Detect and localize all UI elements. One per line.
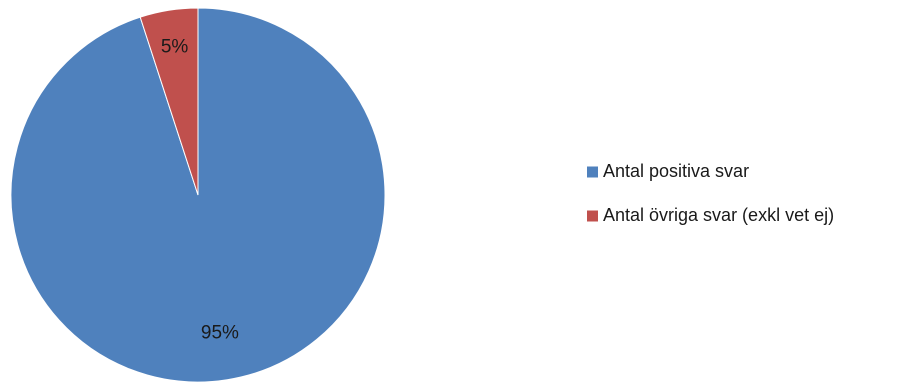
data-label-2: 5%: [161, 36, 189, 57]
pie-slices: [10, 7, 386, 382]
legend-label-2: Antal övriga svar (exkl vet ej): [603, 205, 834, 225]
pie-slice-2: [139, 7, 199, 196]
chart-legend: Antal positiva svar Antal övriga svar (ex…: [587, 161, 834, 225]
data-label-1: 95%: [201, 323, 239, 344]
legend-item-1: Antal positiva svar: [587, 161, 749, 181]
pie-data-labels: 95% 5%: [161, 36, 239, 343]
legend-label-1: Antal positiva svar: [603, 161, 749, 181]
legend-swatch-1: [587, 166, 598, 178]
legend-item-2: Antal övriga svar (exkl vet ej): [587, 205, 834, 225]
legend-swatch-2: [587, 210, 598, 222]
